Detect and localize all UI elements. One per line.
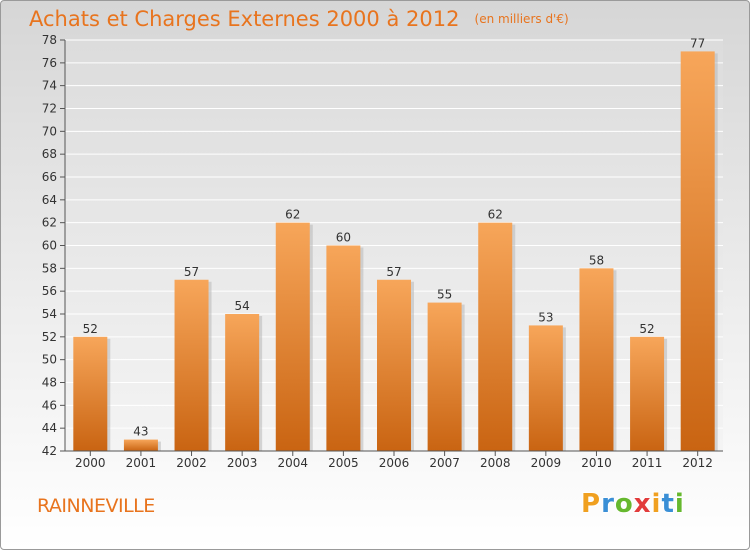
data-label: 62 — [285, 208, 300, 222]
data-label: 62 — [488, 208, 503, 222]
bar — [377, 279, 411, 451]
data-label: 57 — [386, 265, 401, 279]
axes: 42 44 46 48 50 52 54 56 58 60 62 64 66 68 70 72 74 76 78 20… — [42, 33, 723, 470]
x-tick-label: 2011 — [632, 456, 663, 470]
y-tick-label: 58 — [42, 261, 57, 275]
logo-letter: i — [651, 489, 662, 519]
y-tick-label: 56 — [42, 284, 57, 298]
data-label: 60 — [336, 231, 351, 245]
logo-letter: o — [614, 489, 634, 519]
x-tick-label: 2008 — [480, 456, 511, 470]
x-tick-label: 2012 — [682, 456, 713, 470]
y-tick-label: 72 — [42, 102, 57, 116]
y-tick-label: 62 — [42, 216, 57, 230]
logo-letter: r — [601, 489, 615, 519]
logo-letter: P — [581, 489, 602, 519]
y-tick-label: 52 — [42, 330, 57, 344]
y-tick-label: 50 — [42, 353, 57, 367]
y-tick-label: 78 — [42, 33, 57, 47]
bar — [427, 302, 462, 451]
y-tick-label: 64 — [42, 193, 57, 207]
x-tick-label: 2003 — [227, 456, 258, 470]
y-tick-label: 76 — [42, 56, 57, 70]
y-tick-label: 48 — [42, 376, 57, 390]
x-tick-label: 2001 — [126, 456, 157, 470]
bar — [680, 51, 715, 452]
data-label: 55 — [437, 288, 452, 302]
x-tick-label: 2000 — [75, 456, 106, 470]
y-tick-label: 68 — [42, 147, 57, 161]
x-tick-label: 2002 — [176, 456, 207, 470]
bar — [123, 439, 158, 451]
data-label: 52 — [639, 322, 654, 336]
data-labels: 52 43 57 54 62 60 57 55 62 53 58 52 77 — [83, 36, 706, 438]
x-tick-label: 2009 — [531, 456, 562, 470]
bar — [326, 245, 361, 451]
x-tick-label: 2010 — [581, 456, 612, 470]
bar — [174, 279, 209, 451]
x-tick-label: 2005 — [328, 456, 359, 470]
data-label: 77 — [690, 36, 705, 50]
y-tick-label: 74 — [42, 79, 57, 93]
y-tick-label: 70 — [42, 124, 57, 138]
y-tick-label: 66 — [42, 170, 57, 184]
bar — [579, 268, 614, 451]
y-tick-label: 46 — [42, 398, 57, 412]
y-tick-label: 54 — [42, 307, 57, 321]
logo-letter: x — [633, 489, 652, 519]
bar — [528, 325, 563, 451]
data-label: 57 — [184, 265, 199, 279]
y-tick-label: 42 — [42, 444, 57, 458]
bar — [478, 222, 513, 451]
logo-letter: i — [674, 489, 685, 519]
x-tick-label: 2007 — [429, 456, 460, 470]
bar — [73, 336, 108, 451]
data-label: 43 — [133, 425, 148, 439]
bar — [225, 314, 260, 451]
data-label: 53 — [538, 310, 553, 324]
bar — [275, 222, 310, 451]
title-row: Achats et Charges Externes 2000 à 2012 (… — [29, 7, 569, 31]
chart-title: Achats et Charges Externes 2000 à 2012 — [29, 7, 460, 31]
chart-unit: (en milliers d'€) — [474, 12, 569, 26]
bar — [630, 336, 665, 451]
commune-name: RAINNEVILLE — [37, 495, 155, 517]
y-tick-label: 44 — [42, 421, 57, 435]
data-label: 54 — [235, 299, 250, 313]
bars — [73, 51, 718, 452]
logo-letter: t — [661, 489, 675, 519]
x-tick-label: 2006 — [379, 456, 410, 470]
data-label: 58 — [589, 253, 604, 267]
data-label: 52 — [83, 322, 98, 336]
proxiti-logo: Proxiti — [581, 489, 685, 519]
y-tick-label: 60 — [42, 239, 57, 253]
x-tick-label: 2004 — [277, 456, 308, 470]
